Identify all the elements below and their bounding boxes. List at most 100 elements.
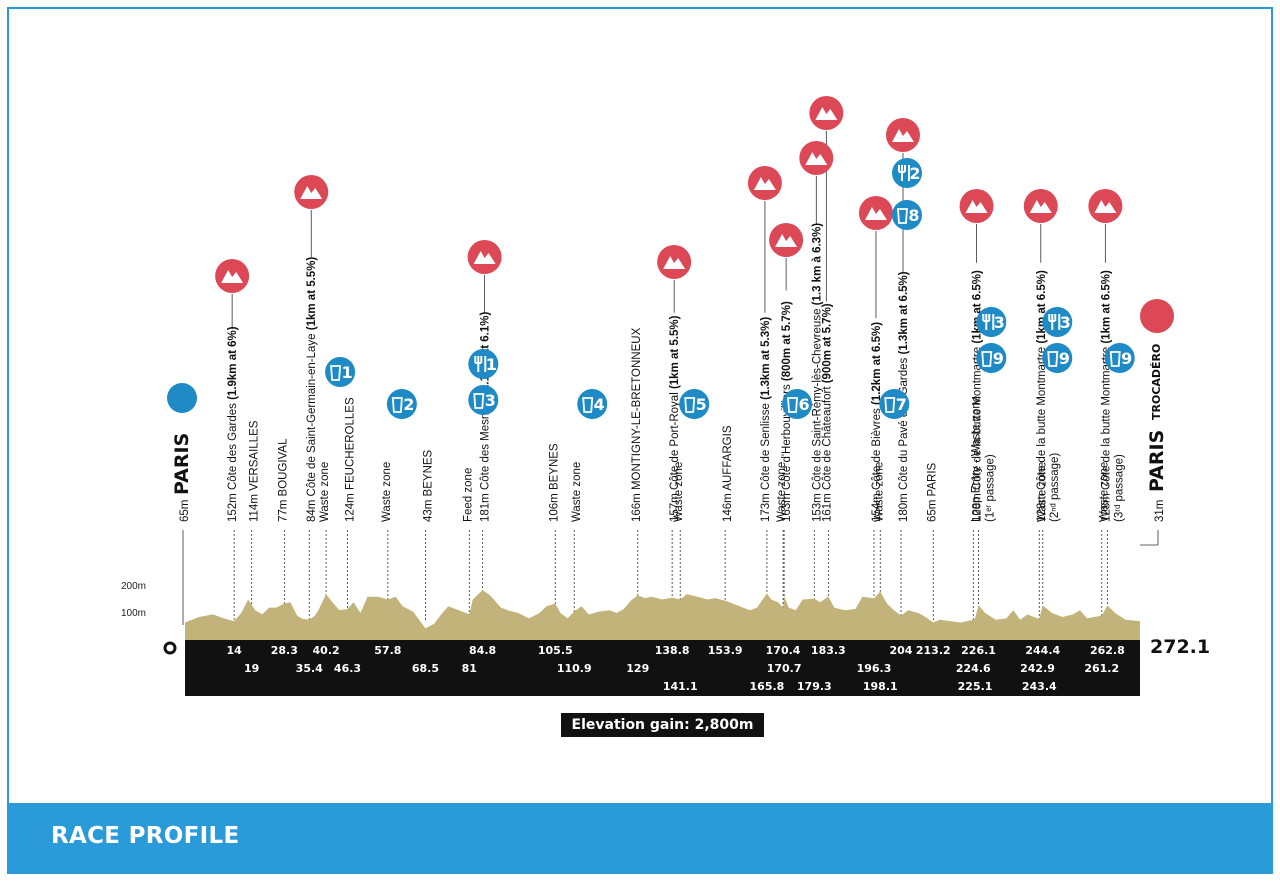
trash-icon [684, 397, 696, 413]
waypoint-label: Waste zone [873, 462, 885, 522]
climb-badge-circle [1023, 189, 1058, 223]
climb-badge-circle [959, 189, 994, 223]
waypoint-label: Feed zone [462, 468, 474, 522]
mountain-icon [473, 251, 496, 264]
service-badge: 4 [577, 389, 608, 419]
badge-number: 1 [486, 355, 497, 374]
climb-badge-circle [858, 196, 893, 230]
climb-badge [215, 259, 250, 293]
km-tick-label: 40.2 [313, 644, 340, 657]
banner-title: RACE PROFILE [51, 823, 240, 849]
km-tick-label: 261.2 [1084, 662, 1119, 675]
km-tick-label: 105.5 [538, 644, 573, 657]
waypoint-label-text: Waste zone [1099, 462, 1111, 522]
trash-icon [391, 397, 403, 413]
climb-badge-circle [769, 223, 804, 257]
waypoint-label-text: 106m BEYNES [548, 443, 560, 522]
waypoint-label-text: 181m Côte des Mesnuls [480, 395, 492, 522]
waypoint-label-gradient: (1km at 5.5%) [306, 257, 318, 331]
start-altitude: 65m [179, 500, 191, 522]
waypoint-label: 166m MONTIGNY-LE-BRETONNEUX [631, 327, 643, 522]
km-tick-label: 84.8 [469, 644, 496, 657]
badge-number: 2 [909, 164, 920, 183]
start-km-marker [163, 641, 177, 655]
km-tick-label: 129 [626, 662, 649, 675]
service-badge: 2 [891, 158, 922, 188]
service-badge: 5 [679, 389, 710, 419]
waypoint-label-text: 77m BOUGIVAL [277, 438, 289, 522]
elevation-gain-label: Elevation gain: 2,800m [561, 713, 764, 737]
waypoint-label-gradient: (1.3 km à 6.3%) [811, 223, 823, 306]
climb-badge [467, 240, 502, 274]
km-tick-label: 204 [890, 644, 913, 657]
km-tick-label: 224.6 [956, 662, 991, 675]
finish-altitude: 31m [1154, 500, 1166, 522]
km-tick-label: 244.4 [1025, 644, 1060, 657]
fork-knife-icon [982, 314, 995, 330]
mountain-icon [775, 234, 798, 247]
waypoint-label-text: 43m BEYNES [422, 449, 434, 522]
waypoint-label: 65m PARIS [926, 462, 938, 522]
waypoint-label-text: Waste zone [776, 462, 788, 522]
badge-number: 7 [896, 395, 907, 414]
waypoint-label: 128m Côte de la butte Montmartre (1km at… [1036, 270, 1048, 522]
waypoint-label: 128m Côte de la butte Montmartre (1km at… [972, 270, 984, 522]
climb-badge [769, 223, 804, 257]
waypoint-label-gradient: (1km at 6.5%) [1100, 270, 1112, 344]
waypoint-label: 124m FEUCHEROLLES [345, 397, 357, 522]
mountain-icon [965, 200, 988, 213]
waypoint-label-text: 146m AUFFARGIS [722, 425, 734, 522]
service-badge: 9 [1104, 343, 1135, 373]
waypoint-label-text: Waste zone [381, 462, 393, 522]
service-badge: 9 [976, 343, 1007, 373]
km-tick-label: 153.9 [708, 644, 743, 657]
badge-number: 9 [1121, 349, 1132, 368]
service-badge: 6 [782, 389, 813, 419]
waypoint-label-gradient: (1.2km at 6.5%) [871, 322, 883, 405]
waypoint-label: Waste zone [776, 462, 788, 522]
y-tick-label: 100m [121, 608, 146, 619]
waypoint-label: 154m Côte de Bièvres (1.2km at 6.5%) [871, 322, 883, 522]
climb-badge [747, 166, 782, 200]
km-tick-label: 196.3 [857, 662, 892, 675]
km-tick-label: 57.8 [374, 644, 401, 657]
waypoint-label-text: Waste zone [673, 462, 685, 522]
waypoint-label: Waste zone [319, 462, 331, 522]
waypoint-label: Waste zone [1036, 462, 1048, 522]
waypoint-label-text: 128m Côte de la butte Montmartre [972, 344, 984, 522]
trash-icon [884, 397, 896, 413]
km-tick-label: 35.4 [296, 662, 323, 675]
service-badge: 9 [1042, 343, 1073, 373]
km-tick-label: 165.8 [750, 680, 785, 693]
waypoint-label: Waste zone [1099, 462, 1111, 522]
start-city: PARIS [171, 433, 193, 495]
waypoint-label-gradient: (1km at 5.5%) [669, 315, 681, 389]
waypoint-label-text: Feed zone [462, 468, 474, 522]
distance-band [185, 640, 1140, 696]
climb-badge [657, 245, 692, 279]
trash-icon [473, 393, 485, 409]
badge-number: 9 [993, 349, 1004, 368]
waypoint-label-text: Loop Entry - Waste zone [970, 396, 982, 522]
waypoint-label-text: 114m VERSAILLES [249, 420, 261, 522]
total-distance-label: 272.1 [1150, 636, 1211, 658]
trash-icon [582, 397, 594, 413]
km-tick-label: 262.8 [1090, 644, 1125, 657]
climb-badge-circle [657, 245, 692, 279]
climb-badge-circle [215, 259, 250, 293]
climb-badge-circle [747, 166, 782, 200]
mountain-icon [891, 129, 914, 142]
km-tick-label: 46.3 [334, 662, 361, 675]
mountain-icon [753, 177, 776, 190]
climb-badge [294, 175, 329, 209]
trash-icon [981, 351, 993, 367]
trash-icon [787, 397, 799, 413]
waypoint-label: 84m Côte de Saint-Germain-en-Laye (1km a… [306, 257, 318, 522]
start-marker [167, 383, 197, 413]
race-profile-banner: RACE PROFILE [9, 803, 1271, 872]
waypoint-label: 152m Côte des Gardes (1.9km at 6%) [227, 326, 239, 522]
mountain-icon [1094, 200, 1117, 213]
km-tick-label: 198.1 [863, 680, 898, 693]
waypoint-label-text: 173m Côte de Senlisse [760, 400, 772, 522]
badge-number: 3 [1060, 313, 1071, 332]
